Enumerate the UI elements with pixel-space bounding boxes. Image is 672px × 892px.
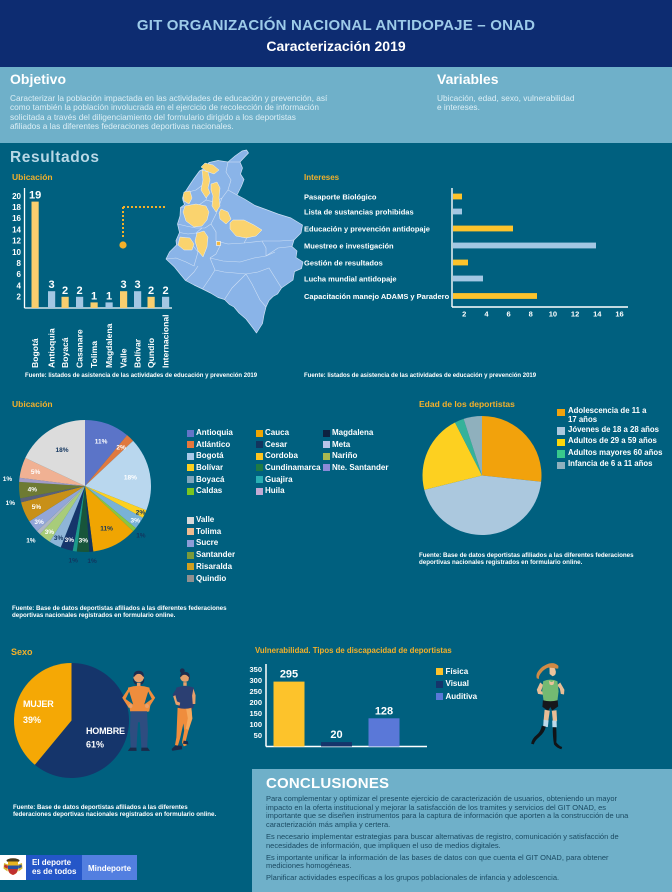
svg-text:3%: 3% xyxy=(79,537,89,544)
svg-text:16: 16 xyxy=(615,310,623,319)
svg-text:11%: 11% xyxy=(95,439,108,446)
svg-text:3%: 3% xyxy=(130,517,140,524)
svg-text:5%: 5% xyxy=(31,469,41,476)
svg-text:Bogotá: Bogotá xyxy=(30,338,40,368)
svg-text:2%: 2% xyxy=(116,445,126,452)
svg-text:18%: 18% xyxy=(124,475,137,482)
svg-text:Tolima: Tolima xyxy=(89,341,99,368)
svg-text:2: 2 xyxy=(163,285,169,297)
svg-text:1%: 1% xyxy=(3,476,13,483)
svg-text:12: 12 xyxy=(571,310,579,319)
svg-text:2: 2 xyxy=(62,285,68,297)
svg-text:Qundio: Qundio xyxy=(146,338,156,368)
svg-text:Magdalena: Magdalena xyxy=(104,323,114,368)
svg-text:150: 150 xyxy=(249,709,262,718)
svg-text:10: 10 xyxy=(12,248,21,257)
svg-text:12: 12 xyxy=(12,237,21,246)
svg-text:Boyacá: Boyacá xyxy=(60,337,70,368)
svg-text:350: 350 xyxy=(249,665,262,674)
svg-text:3: 3 xyxy=(121,279,127,291)
svg-text:2: 2 xyxy=(77,285,83,297)
svg-text:8: 8 xyxy=(529,310,533,319)
svg-text:5%: 5% xyxy=(32,504,42,511)
svg-text:20: 20 xyxy=(330,729,342,741)
svg-text:1%: 1% xyxy=(87,558,97,565)
svg-text:MUJER: MUJER xyxy=(23,699,54,709)
svg-text:61%: 61% xyxy=(86,740,104,750)
svg-text:Lucha mundial antidopaje: Lucha mundial antidopaje xyxy=(304,274,397,283)
svg-text:Educación y prevención antidop: Educación y prevención antidopaje xyxy=(304,224,430,233)
svg-text:4: 4 xyxy=(17,281,22,290)
svg-text:Pasaporte Biológico: Pasaporte Biológico xyxy=(304,192,377,201)
svg-text:1: 1 xyxy=(106,290,112,302)
svg-text:128: 128 xyxy=(375,705,393,717)
svg-text:3: 3 xyxy=(135,279,141,291)
svg-text:295: 295 xyxy=(280,669,298,681)
svg-text:3%: 3% xyxy=(54,535,64,542)
svg-text:Gestión de resultados: Gestión de resultados xyxy=(304,258,383,267)
svg-text:2: 2 xyxy=(17,293,22,302)
svg-text:6: 6 xyxy=(507,310,511,319)
svg-text:Antioquia: Antioquia xyxy=(47,328,57,368)
svg-text:1%: 1% xyxy=(136,533,146,540)
svg-text:20: 20 xyxy=(12,192,21,201)
svg-text:3%: 3% xyxy=(45,529,55,536)
svg-text:11%: 11% xyxy=(100,526,113,533)
svg-text:Muestreo e investigación: Muestreo e investigación xyxy=(304,241,394,250)
svg-text:4%: 4% xyxy=(28,487,38,494)
svg-text:2%: 2% xyxy=(136,509,146,516)
svg-text:Internacional: Internacional xyxy=(161,315,171,368)
svg-text:39%: 39% xyxy=(23,715,41,725)
svg-text:HOMBRE: HOMBRE xyxy=(86,726,125,736)
svg-text:18%: 18% xyxy=(55,447,68,454)
svg-text:Capacitación manejo ADAMS y Pa: Capacitación manejo ADAMS y Paradero xyxy=(304,292,450,301)
svg-text:1: 1 xyxy=(91,290,97,302)
svg-text:100: 100 xyxy=(249,720,262,729)
svg-text:Lista de sustancias prohibidas: Lista de sustancias prohibidas xyxy=(304,207,414,216)
svg-text:3%: 3% xyxy=(65,537,75,544)
svg-text:2: 2 xyxy=(462,310,466,319)
svg-text:Casanare: Casanare xyxy=(75,329,85,368)
svg-text:14: 14 xyxy=(593,310,602,319)
svg-text:3: 3 xyxy=(49,279,55,291)
svg-text:16: 16 xyxy=(12,214,21,223)
svg-text:2: 2 xyxy=(148,285,154,297)
svg-text:300: 300 xyxy=(249,676,262,685)
svg-text:Valle: Valle xyxy=(119,348,129,368)
svg-text:1%: 1% xyxy=(68,558,78,565)
svg-text:19: 19 xyxy=(29,190,41,202)
svg-text:6: 6 xyxy=(17,270,22,279)
svg-text:3%: 3% xyxy=(34,519,44,526)
svg-text:Bolívar: Bolívar xyxy=(133,338,143,368)
svg-text:8: 8 xyxy=(17,259,22,268)
svg-text:1%: 1% xyxy=(26,537,36,544)
svg-text:18: 18 xyxy=(12,203,21,212)
svg-text:1%: 1% xyxy=(6,500,16,507)
svg-text:4: 4 xyxy=(484,310,489,319)
svg-text:10: 10 xyxy=(549,310,557,319)
svg-text:14: 14 xyxy=(12,225,21,234)
svg-text:250: 250 xyxy=(249,687,262,696)
svg-text:50: 50 xyxy=(254,731,262,740)
svg-text:200: 200 xyxy=(249,698,262,707)
